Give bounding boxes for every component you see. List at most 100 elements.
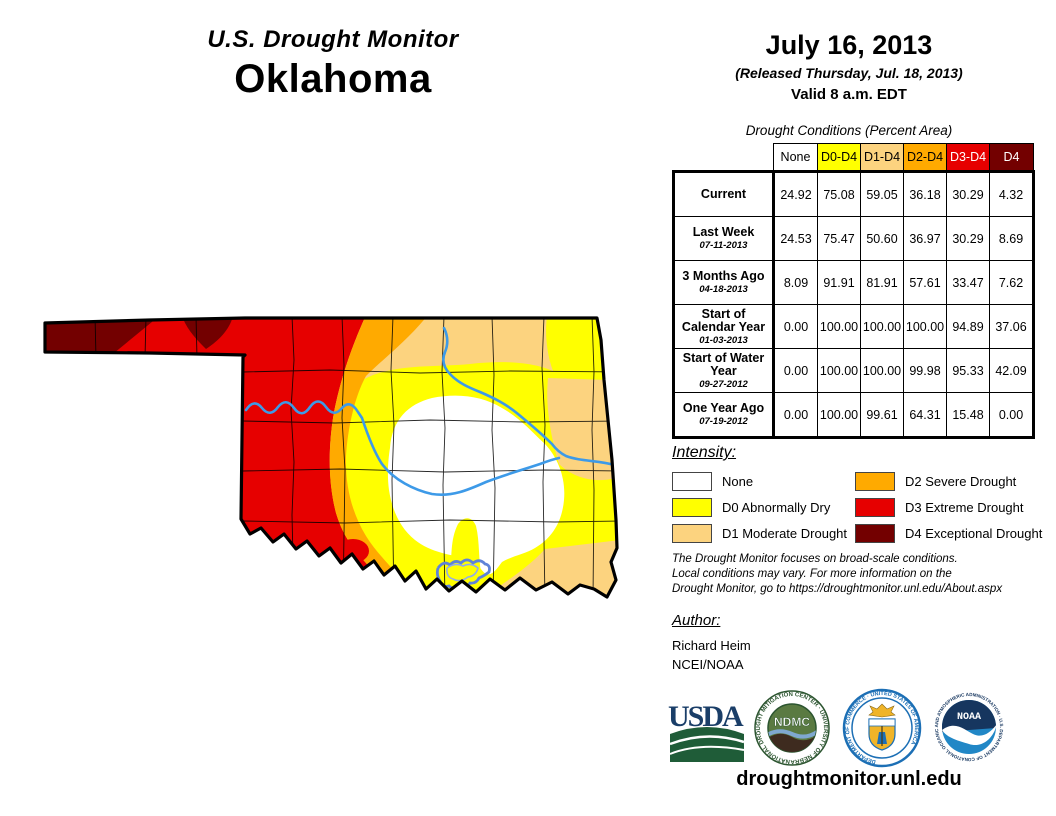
rivers [244, 326, 617, 496]
cell-value: 37.06 [989, 304, 1035, 349]
legend-label: D1 Moderate Drought [722, 525, 848, 541]
column-header-none: None [773, 143, 818, 172]
row-date: 07-19-2012 [699, 416, 748, 427]
cell-value: 33.47 [946, 260, 990, 305]
drought-regions [45, 318, 617, 597]
d2-swatch-icon [855, 471, 895, 491]
lake [435, 558, 491, 590]
state-outline [43, 316, 619, 599]
cell-value: 8.09 [773, 260, 818, 305]
disclaimer-line: The Drought Monitor focuses on broad-sca… [672, 553, 958, 565]
cell-value: 0.00 [773, 304, 818, 349]
legend-label: D3 Extreme Drought [905, 499, 1024, 515]
cell-value: 59.05 [860, 170, 904, 217]
cell-value: 100.00 [860, 348, 904, 393]
author-org: NCEI/NOAA [672, 657, 744, 672]
legend-label: D0 Abnormally Dry [722, 499, 831, 515]
date-block: July 16, 2013 (Released Thursday, Jul. 1… [672, 30, 1026, 103]
table-row-start-calendar-year: Start of Calendar Year 01-03-2013 0.00 10… [672, 304, 1035, 349]
cell-value: 100.00 [817, 348, 861, 393]
d1-swatch-icon [672, 523, 712, 543]
cell-value: 57.61 [903, 260, 947, 305]
header-spacer [673, 143, 774, 172]
cell-value: 42.09 [989, 348, 1035, 393]
column-header-d4: D4 [989, 143, 1034, 172]
disclaimer-line: Drought Monitor, go to https://droughtmo… [672, 583, 1003, 595]
legend-title: Intensity: [672, 444, 737, 461]
cell-value: 24.92 [773, 170, 818, 217]
state-name: Oklahoma [234, 57, 432, 101]
cell-value: 64.31 [903, 392, 947, 439]
legend-item-d0: D0 Abnormally Dry [672, 494, 855, 520]
author-title: Author: [672, 612, 721, 629]
column-header-d0-d4: D0-D4 [817, 143, 861, 172]
table-row-current: Current 24.92 75.08 59.05 36.18 30.29 4.… [672, 170, 1035, 217]
d3-swatch-icon [855, 497, 895, 517]
cell-value: 100.00 [860, 304, 904, 349]
svg-text:NOAA: NOAA [957, 712, 981, 723]
author-name: Richard Heim [672, 638, 751, 653]
drought-conditions-table: None D0-D4 D1-D4 D2-D4 D3-D4 D4 Current … [672, 143, 1035, 439]
cell-value: 100.00 [817, 304, 861, 349]
cell-value: 30.29 [946, 170, 990, 217]
row-date: 09-27-2012 [699, 378, 748, 390]
svg-text:NDMC: NDMC [774, 715, 810, 729]
legend-item-d4: D4 Exceptional Drought [855, 520, 1054, 546]
county-boundaries [94, 318, 617, 597]
noaa-logo: NATIONAL OCEANIC AND ATMOSPHERIC ADMINIS… [932, 690, 1005, 763]
ndmc-logo: NATIONAL DROUGHT MITIGATION CENTER · UNI… [754, 690, 830, 766]
cell-value: 100.00 [903, 304, 947, 349]
disclaimer-text: The Drought Monitor focuses on broad-sca… [672, 552, 1054, 597]
row-label: Start of Water Year [682, 350, 765, 378]
legend-label: D2 Severe Drought [905, 473, 1017, 489]
valid-time: Valid 8 a.m. EDT [791, 86, 907, 103]
cell-value: 0.00 [773, 348, 818, 393]
oklahoma-drought-map [43, 316, 619, 599]
cell-value: 36.97 [903, 216, 947, 261]
column-header-d2-d4: D2-D4 [903, 143, 947, 172]
row-label: Last Week [692, 225, 755, 239]
cell-value: 24.53 [773, 216, 818, 261]
row-label: One Year Ago [682, 401, 765, 415]
d0-swatch-icon [672, 497, 712, 517]
legend-label: D4 Exceptional Drought [905, 525, 1043, 541]
row-label: Start of Calendar Year [681, 306, 766, 334]
row-label: Current [700, 186, 747, 201]
cell-value: 100.00 [817, 392, 861, 439]
table-row-3-months-ago: 3 Months Ago 04-18-2013 8.09 91.91 81.91 … [672, 260, 1035, 305]
cell-value: 50.60 [860, 216, 904, 261]
cell-value: 8.69 [989, 216, 1035, 261]
cell-value: 75.08 [817, 170, 861, 217]
release-date: (Released Thursday, Jul. 18, 2013) [735, 65, 963, 81]
map-date: July 16, 2013 [765, 30, 933, 60]
row-label: 3 Months Ago [682, 269, 765, 283]
table-row-last-week: Last Week 07-11-2013 24.53 75.47 50.60 36… [672, 216, 1035, 261]
table-caption: Drought Conditions (Percent Area) [745, 123, 953, 138]
report-title: U.S. Drought Monitor [207, 26, 459, 53]
column-header-d3-d4: D3-D4 [946, 143, 990, 172]
row-date: 04-18-2013 [699, 284, 748, 295]
column-header-d1-d4: D1-D4 [860, 143, 904, 172]
none-swatch-icon [672, 471, 712, 491]
cell-value: 36.18 [903, 170, 947, 217]
cell-value: 99.61 [860, 392, 904, 439]
footer-url: droughtmonitor.unl.edu [736, 768, 962, 790]
cell-value: 75.47 [817, 216, 861, 261]
cell-value: 30.29 [946, 216, 990, 261]
table-row-start-water-year: Start of Water Year 09-27-2012 0.00 100.0… [672, 348, 1035, 393]
legend-item-d1: D1 Moderate Drought [672, 520, 855, 546]
title-block: U.S. Drought Monitor Oklahoma [155, 26, 511, 102]
cell-value: 4.32 [989, 170, 1035, 217]
author-block: Author: Richard Heim NCEI/NOAA [672, 612, 751, 674]
legend-item-d2: D2 Severe Drought [855, 468, 1054, 494]
legend-label: None [722, 473, 754, 489]
row-date: 01-03-2013 [699, 334, 748, 346]
cell-value: 94.89 [946, 304, 990, 349]
row-date: 07-11-2013 [699, 240, 748, 251]
d4-swatch-icon [855, 523, 895, 543]
intensity-legend: Intensity: None D0 Abnormally Dry D1 Mod… [672, 444, 1054, 546]
cell-value: 0.00 [989, 392, 1035, 439]
cell-value: 91.91 [817, 260, 861, 305]
cell-value: 0.00 [773, 392, 818, 439]
